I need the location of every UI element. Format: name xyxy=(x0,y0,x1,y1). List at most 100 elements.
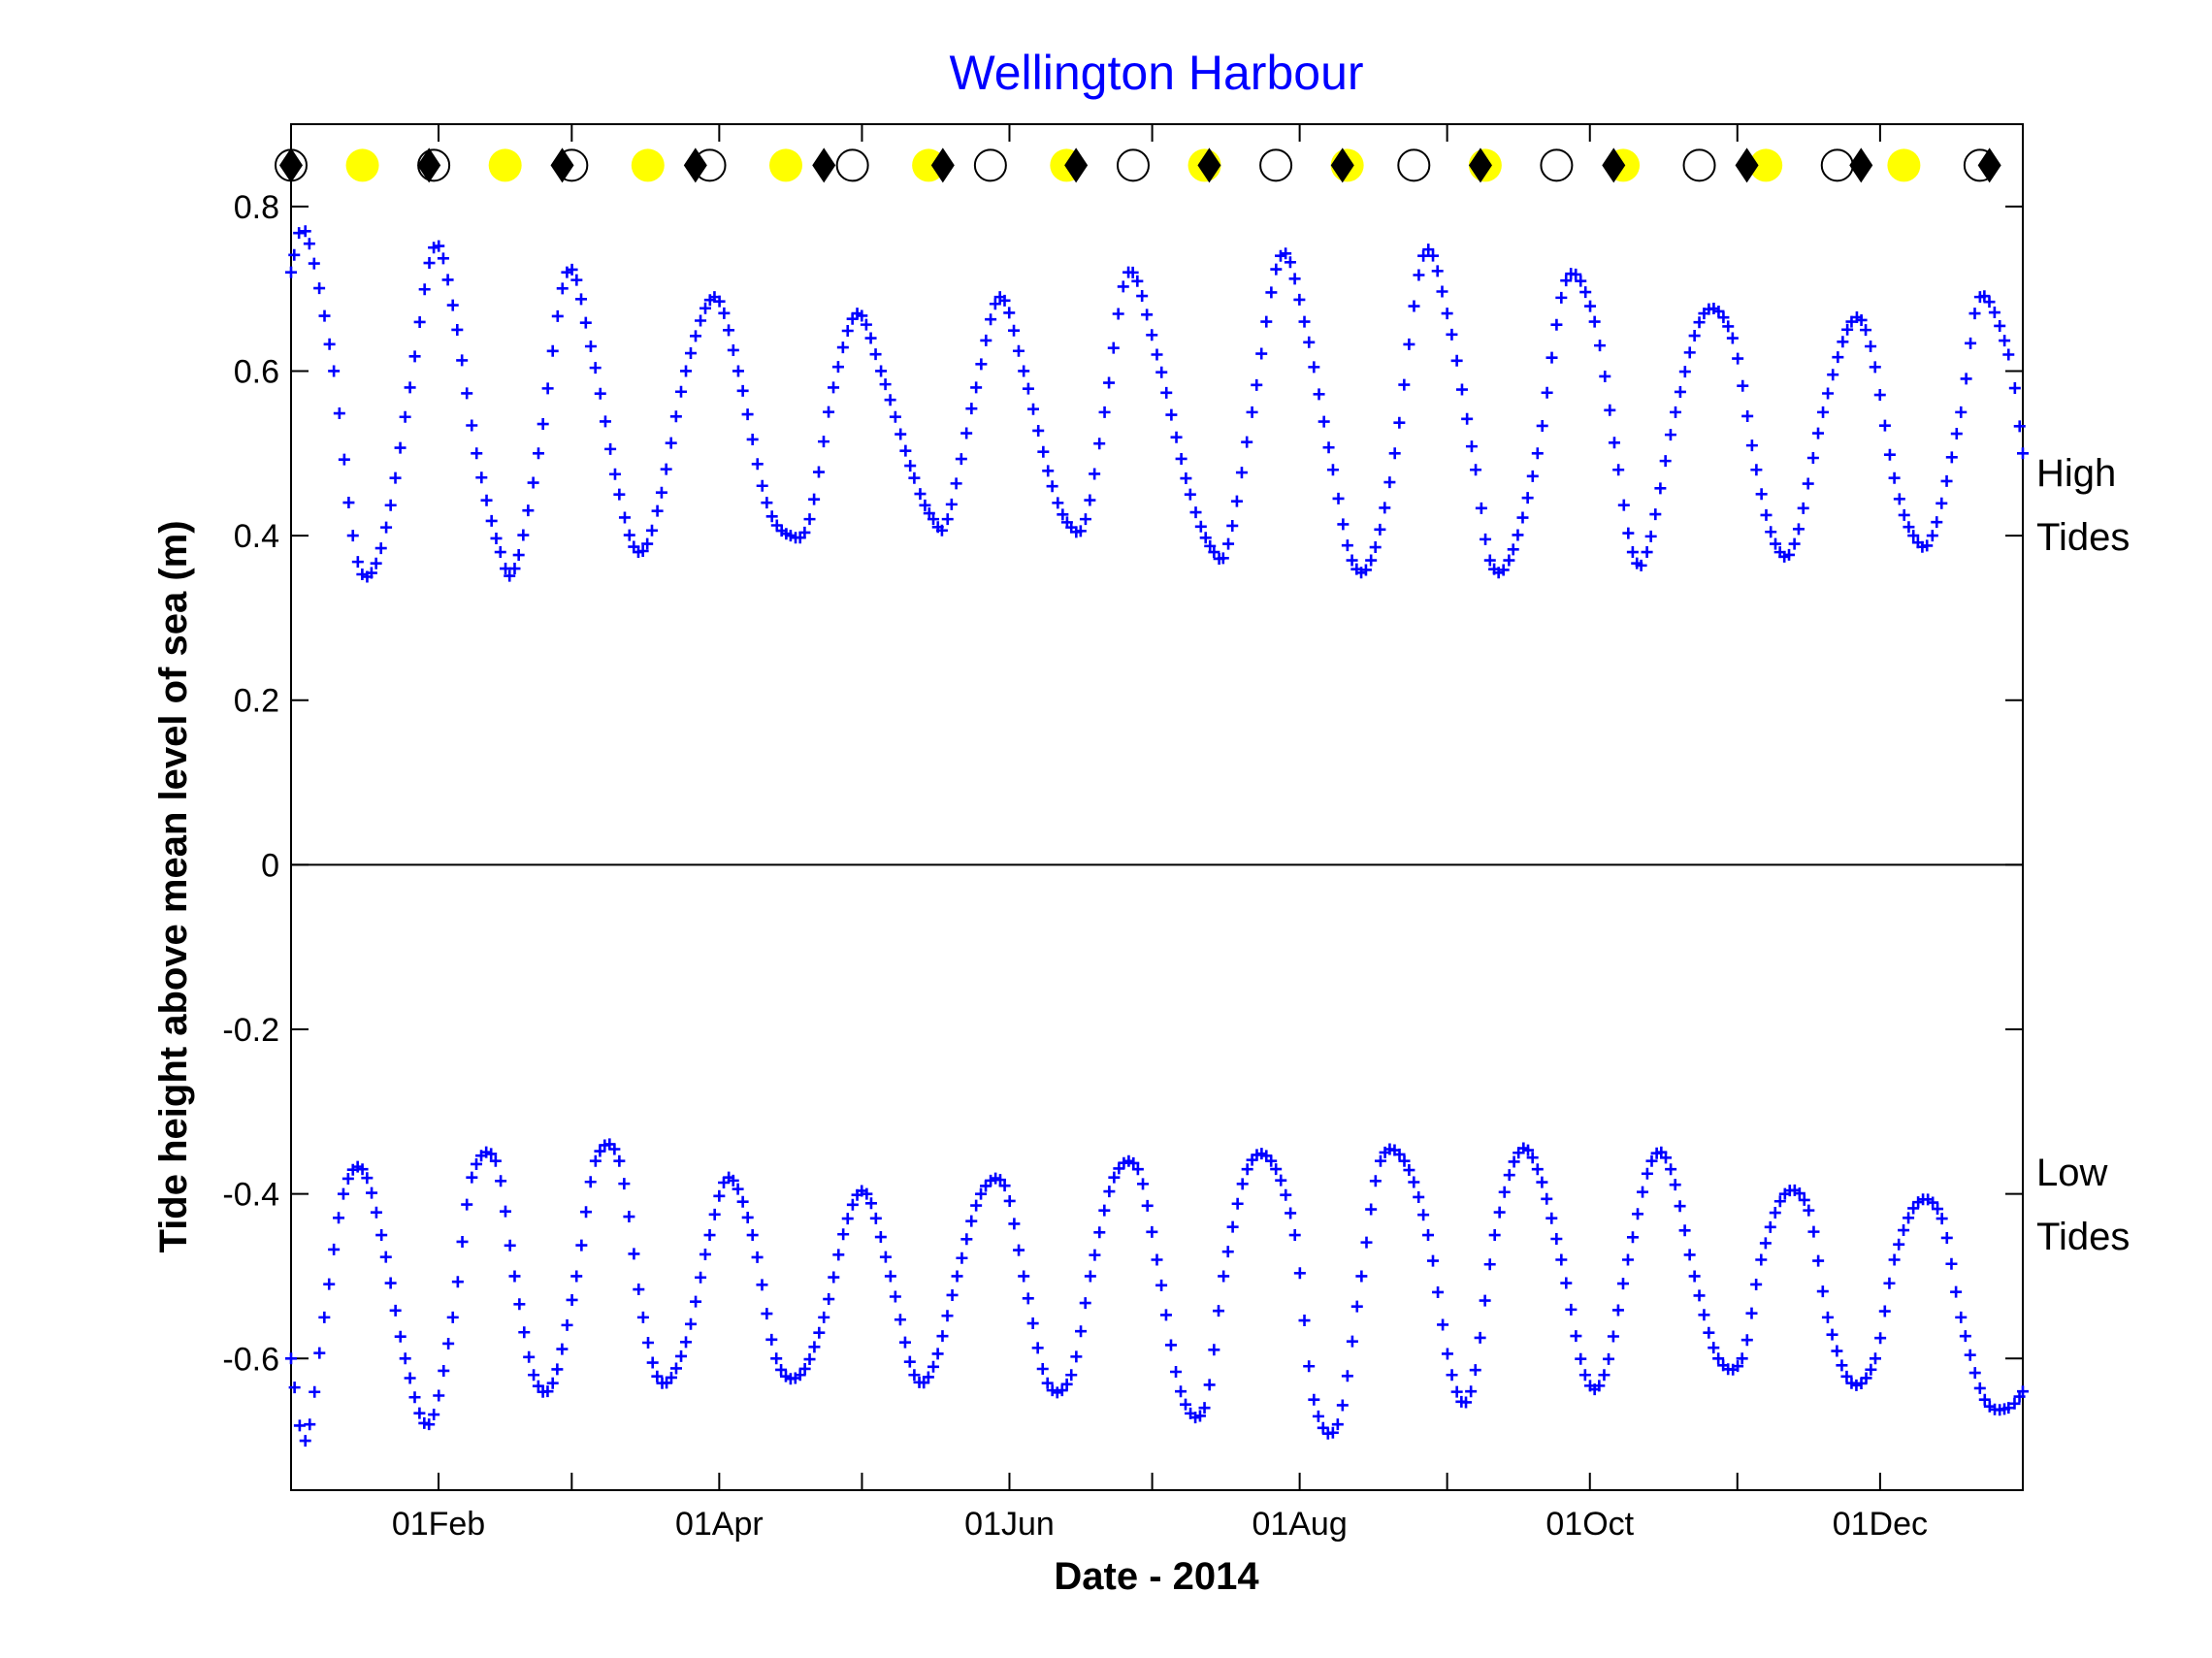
tide-point xyxy=(1968,308,1981,320)
tide-point xyxy=(1669,1179,1681,1191)
tide-point xyxy=(1403,1164,1415,1177)
tide-point xyxy=(646,1356,659,1369)
tide-point xyxy=(1317,415,1330,428)
tide-point xyxy=(413,1407,426,1419)
tide-point xyxy=(1802,477,1814,490)
y-tick-label: 0.4 xyxy=(234,518,279,555)
tide-point xyxy=(1797,502,1809,514)
tide-point xyxy=(695,1271,707,1284)
tide-point xyxy=(798,1362,811,1375)
tide-point xyxy=(1921,539,1934,552)
high-tide-series xyxy=(285,225,2029,583)
tide-point xyxy=(1936,1213,1948,1225)
tide-point xyxy=(1151,1253,1163,1266)
tide-point xyxy=(1603,1352,1615,1365)
tide-point xyxy=(328,365,341,377)
tide-point xyxy=(1840,1370,1853,1382)
high-tides-label: High xyxy=(2036,452,2116,495)
tide-point xyxy=(384,1277,397,1289)
tide-point xyxy=(351,556,364,569)
tide-point xyxy=(836,341,849,354)
tide-point xyxy=(831,361,844,374)
tide-point xyxy=(1732,1360,1744,1373)
tide-point xyxy=(1604,404,1616,416)
tide-point xyxy=(922,1371,934,1383)
tide-point xyxy=(1265,1154,1278,1167)
tide-point xyxy=(299,1435,311,1447)
tide-point xyxy=(1637,1186,1649,1198)
tide-point xyxy=(370,1206,382,1219)
tide-point xyxy=(1213,1305,1225,1317)
perigee-diamond-marker xyxy=(812,147,836,183)
tide-point xyxy=(950,477,962,490)
tide-point xyxy=(1654,482,1667,495)
tide-point xyxy=(1860,1372,1872,1384)
tide-point xyxy=(1018,1270,1030,1283)
tide-point xyxy=(1322,441,1335,454)
tide-point xyxy=(570,274,583,286)
tide-point xyxy=(1065,1369,1078,1382)
tide-point xyxy=(1175,452,1187,465)
tide-point xyxy=(690,330,702,342)
tide-point xyxy=(1270,1163,1283,1176)
tide-point xyxy=(570,1270,583,1283)
tide-point xyxy=(1437,1318,1449,1331)
tide-point xyxy=(1760,508,1773,521)
tide-point xyxy=(1931,516,1943,529)
tide-point xyxy=(1617,1278,1629,1290)
tide-point xyxy=(313,282,326,295)
tide-point xyxy=(875,365,888,377)
tide-point xyxy=(318,1311,331,1323)
tide-point xyxy=(1098,1204,1111,1217)
full-moon-marker xyxy=(1749,148,1783,182)
tide-point xyxy=(1865,1363,1877,1376)
tide-point xyxy=(1755,488,1768,501)
tide-point xyxy=(761,497,773,509)
tide-point xyxy=(869,1212,882,1224)
tide-point xyxy=(513,1298,526,1311)
tide-point xyxy=(618,511,631,524)
tide-point xyxy=(1079,513,1091,526)
tide-point xyxy=(1688,1270,1701,1283)
tide-point xyxy=(551,1363,564,1376)
tide-point xyxy=(1503,1169,1515,1182)
tide-point xyxy=(1526,470,1539,482)
tide-point xyxy=(333,407,345,420)
tide-point xyxy=(1180,1398,1191,1411)
tide-point xyxy=(413,315,426,328)
full-moon-marker xyxy=(769,148,802,182)
perigee-diamond-marker xyxy=(1197,147,1221,183)
tide-point xyxy=(1360,1236,1373,1249)
tide-point xyxy=(1037,445,1050,458)
tide-point xyxy=(1964,1349,1976,1361)
tide-point xyxy=(528,1369,540,1382)
low-tides-label: Tides xyxy=(2036,1216,2130,1258)
perigee-diamond-marker xyxy=(1735,147,1759,183)
tide-point xyxy=(770,1352,783,1365)
tide-point xyxy=(1994,319,2006,332)
tide-point xyxy=(1475,502,1487,514)
perigee-diamond-marker xyxy=(683,147,707,183)
tide-point xyxy=(723,324,735,337)
tide-point xyxy=(680,1336,693,1349)
tide-point xyxy=(980,334,992,346)
tide-point xyxy=(1750,464,1763,476)
tide-point xyxy=(628,1248,640,1260)
tide-point xyxy=(908,471,921,484)
tide-point xyxy=(442,1337,455,1349)
tide-point xyxy=(589,362,602,374)
tide-point xyxy=(803,513,816,526)
tide-point xyxy=(832,1249,845,1261)
tide-point xyxy=(1112,308,1124,320)
tide-point xyxy=(1070,1350,1083,1363)
tide-point xyxy=(1175,1385,1187,1398)
tide-point xyxy=(1184,488,1196,501)
tide-point xyxy=(1337,518,1350,531)
x-axis-label: Date - 2014 xyxy=(1054,1555,1259,1598)
tide-point xyxy=(1999,335,2011,347)
tide-point xyxy=(518,1326,531,1339)
tide-point xyxy=(1235,467,1248,479)
tide-point xyxy=(1003,1194,1016,1207)
tide-point xyxy=(408,1391,421,1404)
tide-point xyxy=(1674,1200,1686,1213)
